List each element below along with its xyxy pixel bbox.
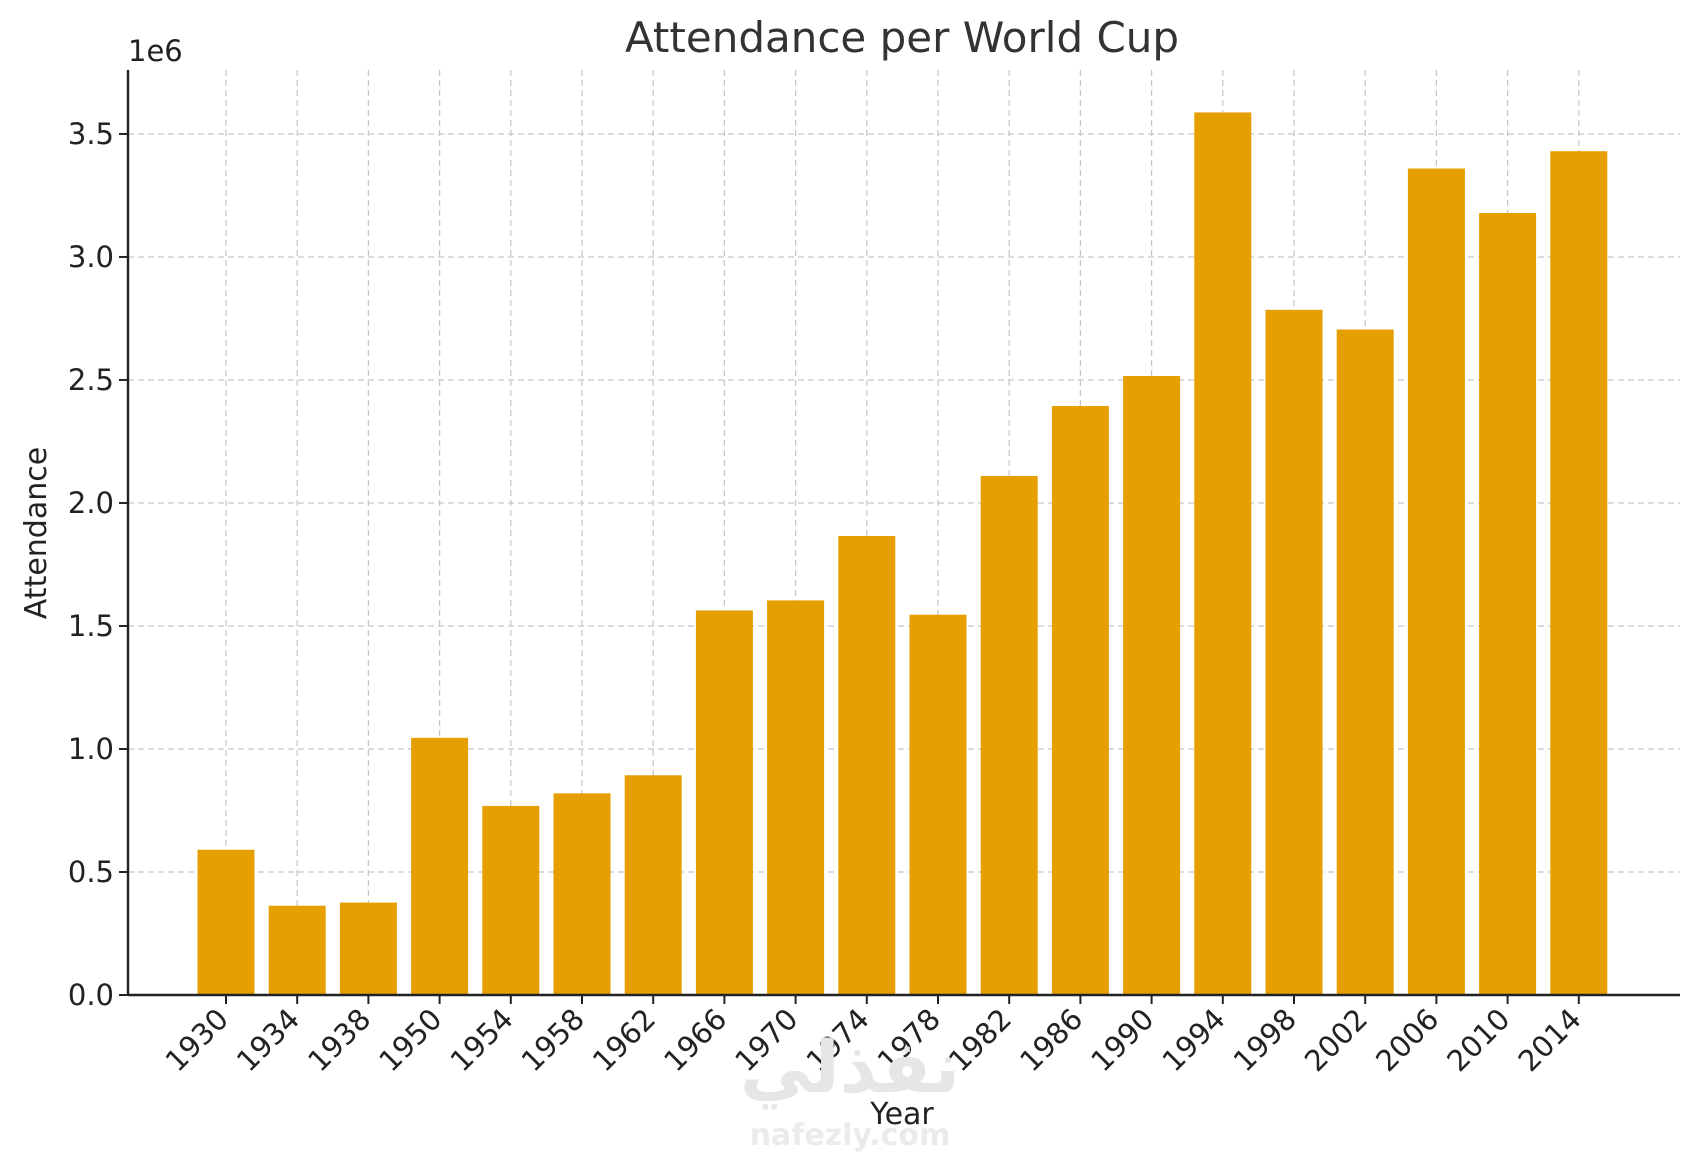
x-tick-label: 2002 <box>1298 1002 1374 1078</box>
bar-1962 <box>624 775 682 995</box>
x-tick-label: 1930 <box>159 1002 235 1078</box>
x-tick-label: 1966 <box>657 1002 733 1078</box>
axes <box>126 70 1680 997</box>
y-axis-label: Attendance <box>19 447 54 619</box>
bar-1974 <box>838 536 896 995</box>
x-tick-label: 1958 <box>515 1002 591 1078</box>
bar-1930 <box>197 849 255 995</box>
x-axis-label: Year <box>869 1097 934 1132</box>
y-multiplier-label: 1e6 <box>128 34 183 68</box>
x-tick-label: 1962 <box>586 1002 662 1078</box>
x-tick-label: 2010 <box>1440 1002 1516 1078</box>
bars <box>197 112 1608 996</box>
x-tick-label: 2006 <box>1369 1002 1445 1078</box>
bar-2014 <box>1550 151 1608 996</box>
x-tick-label: 1986 <box>1013 1002 1089 1078</box>
y-tick-label: 2.5 <box>68 363 114 397</box>
y-tick-label: 3.0 <box>68 240 114 274</box>
bar-1982 <box>980 475 1038 995</box>
bar-1986 <box>1051 406 1109 995</box>
bar-1998 <box>1265 309 1323 995</box>
y-tick-label: 3.5 <box>68 117 114 151</box>
y-tick-label: 1.0 <box>68 732 114 766</box>
bar-1934 <box>268 905 326 995</box>
y-tick-label: 0.5 <box>68 855 114 889</box>
y-tick-label: 1.5 <box>68 609 114 643</box>
bar-1954 <box>482 805 540 995</box>
x-tick-label: 1938 <box>301 1002 377 1078</box>
bar-1950 <box>411 737 469 995</box>
bar-1970 <box>767 600 825 995</box>
bar-1958 <box>553 793 611 995</box>
watermark-latin: nafezly.com <box>750 1118 951 1152</box>
x-tick-label: 1998 <box>1227 1002 1303 1078</box>
x-tick-label: 1994 <box>1156 1002 1232 1078</box>
bar-1966 <box>695 610 753 995</box>
bar-1990 <box>1123 375 1181 995</box>
y-axis-ticks: 0.0 0.5 1.0 1.5 2.0 2.5 3.0 3.5 <box>68 117 128 1012</box>
bar-1994 <box>1194 112 1252 995</box>
y-tick-label: 0.0 <box>68 978 114 1012</box>
y-tick-label: 2.0 <box>68 486 114 520</box>
bar-2010 <box>1479 212 1537 996</box>
watermark-arabic: نفذلي <box>740 1025 960 1110</box>
bar-1938 <box>339 902 397 995</box>
x-tick-label: 1990 <box>1084 1002 1160 1078</box>
bar-1978 <box>909 614 967 995</box>
x-tick-label: 1950 <box>372 1002 448 1078</box>
bar-2006 <box>1407 168 1465 996</box>
bar-2002 <box>1336 329 1394 995</box>
chart-title: Attendance per World Cup <box>625 13 1179 62</box>
x-tick-label: 2014 <box>1512 1002 1588 1078</box>
x-tick-label: 1954 <box>444 1002 520 1078</box>
x-tick-label: 1934 <box>230 1002 306 1078</box>
